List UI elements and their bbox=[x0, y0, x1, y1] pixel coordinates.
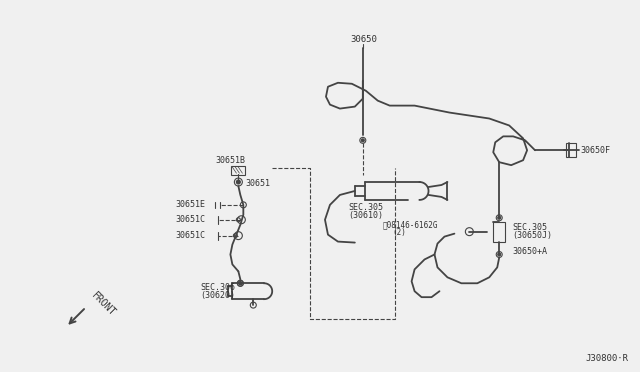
Text: 30650F: 30650F bbox=[581, 146, 611, 155]
Circle shape bbox=[239, 282, 242, 285]
Text: FRONT: FRONT bbox=[89, 290, 117, 318]
Bar bbox=[566, 143, 576, 157]
Circle shape bbox=[362, 139, 364, 142]
Text: (30620): (30620) bbox=[200, 291, 236, 300]
Text: 30650+A: 30650+A bbox=[512, 247, 547, 256]
Bar bbox=[493, 222, 505, 241]
Bar bbox=[232, 166, 245, 174]
Text: 30651B: 30651B bbox=[216, 156, 246, 165]
Circle shape bbox=[498, 216, 500, 219]
Text: SEC.305: SEC.305 bbox=[512, 223, 547, 232]
Text: (30650J): (30650J) bbox=[512, 231, 552, 240]
Text: 30651: 30651 bbox=[245, 179, 270, 187]
Text: 30651C: 30651C bbox=[175, 215, 205, 224]
Text: SEC.305: SEC.305 bbox=[348, 203, 383, 212]
Text: (2): (2) bbox=[393, 228, 406, 237]
Text: SEC.306: SEC.306 bbox=[200, 283, 236, 292]
Text: Ⓑ08146-6162G: Ⓑ08146-6162G bbox=[383, 220, 438, 229]
Text: (30610): (30610) bbox=[348, 211, 383, 220]
Circle shape bbox=[239, 282, 242, 285]
Circle shape bbox=[498, 253, 500, 256]
Circle shape bbox=[236, 180, 241, 184]
Text: 30650: 30650 bbox=[350, 35, 377, 44]
Text: 30651C: 30651C bbox=[175, 231, 205, 240]
Text: J30800·R: J30800·R bbox=[586, 354, 628, 363]
Text: 30651E: 30651E bbox=[175, 201, 205, 209]
